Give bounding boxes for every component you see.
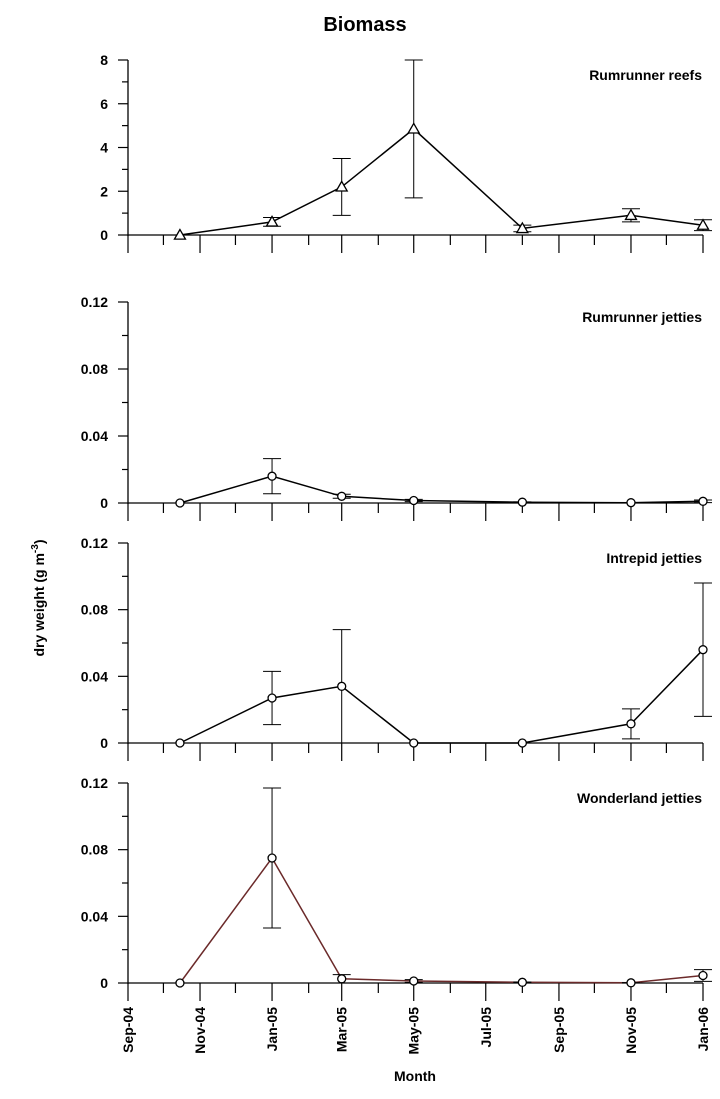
series-line [179, 475, 704, 504]
series-line [179, 127, 704, 236]
y-axis-label: dry weight (g m-3) [30, 539, 47, 656]
y-tick-label: 0.08 [81, 842, 108, 858]
chart-title: Biomass [323, 14, 406, 36]
y-axis-label-main: dry weight (g m [31, 553, 47, 656]
data-point [337, 681, 347, 691]
panel-3: 0 0.04 0.08 0.12 Intrepid jetties [81, 535, 712, 761]
y-tick-label: 6 [100, 96, 108, 112]
x-tick-label: Nov-04 [192, 1007, 208, 1054]
series-label: Wonderland jetties [577, 790, 702, 806]
data-point [517, 977, 528, 987]
y-tick-label: 0 [100, 495, 108, 511]
series-label: Rumrunner jetties [582, 309, 702, 325]
data-point [409, 976, 419, 986]
data-point [696, 218, 710, 230]
series-line [179, 649, 704, 744]
data-point [409, 495, 419, 506]
x-tick-label: May-05 [406, 1007, 422, 1055]
x-tick-label: Sep-05 [551, 1007, 567, 1053]
data-point [409, 738, 419, 748]
data-point [626, 498, 636, 508]
y-tick-label: 0 [100, 975, 108, 991]
x-tick-label: Jan-05 [264, 1007, 280, 1052]
x-tick-label: Sep-04 [120, 1007, 136, 1053]
data-point [517, 497, 528, 507]
x-axis-label: Month [394, 1068, 436, 1084]
series-label: Rumrunner reefs [589, 67, 702, 83]
panel-2: 0 0.04 0.08 0.12 Rumrunner jetties [81, 294, 712, 521]
data-point [337, 491, 347, 501]
data-point [624, 208, 638, 221]
panels-group: 0 2 4 6 8 Rumrunner reefs 0 0.04 0.08 0.12 Rumrunn… [81, 52, 712, 1054]
y-tick-label: 0 [100, 735, 108, 751]
data-point [698, 645, 708, 655]
data-point [173, 228, 187, 240]
panel-4: 0 0.04 0.08 0.12 Wonderland jetties [81, 775, 712, 1001]
y-axis-label-superscript: -3 [30, 544, 41, 553]
y-tick-label: 8 [100, 52, 108, 68]
series-line [179, 856, 704, 984]
data-point [267, 693, 277, 703]
data-point [626, 978, 636, 988]
y-tick-label: 0.12 [81, 294, 108, 310]
y-tick-label: 0.12 [81, 535, 108, 551]
x-tick-label: Jul-05 [478, 1007, 494, 1048]
y-tick-label: 0.04 [81, 668, 108, 684]
data-point [698, 496, 708, 506]
data-point [517, 738, 528, 748]
data-point [175, 978, 185, 988]
y-tick-label: 4 [100, 140, 108, 156]
data-point [267, 471, 277, 481]
y-tick-label: 0.08 [81, 602, 108, 618]
x-tick-label: Mar-05 [334, 1007, 350, 1052]
x-tick-label: Jan-06 [695, 1007, 711, 1052]
y-tick-label: 0 [100, 227, 108, 243]
y-tick-label: 0.04 [81, 908, 108, 924]
y-tick-label: 0.04 [81, 428, 108, 444]
data-point [626, 719, 636, 729]
data-point [267, 853, 277, 863]
data-point [265, 215, 279, 227]
series-label: Intrepid jetties [606, 550, 702, 566]
panel-1: 0 2 4 6 8 Rumrunner reefs [100, 52, 712, 253]
data-point [335, 180, 349, 192]
data-point [175, 738, 185, 748]
y-tick-label: 0.12 [81, 775, 108, 791]
data-point [337, 974, 347, 984]
data-point [698, 970, 708, 981]
y-tick-label: 2 [100, 183, 108, 199]
y-tick-label: 0.08 [81, 361, 108, 377]
data-point [175, 498, 185, 508]
data-point [407, 122, 421, 134]
x-tick-label: Nov-05 [623, 1007, 639, 1054]
y-axis-label-end: ) [31, 539, 47, 544]
data-point [515, 221, 529, 234]
